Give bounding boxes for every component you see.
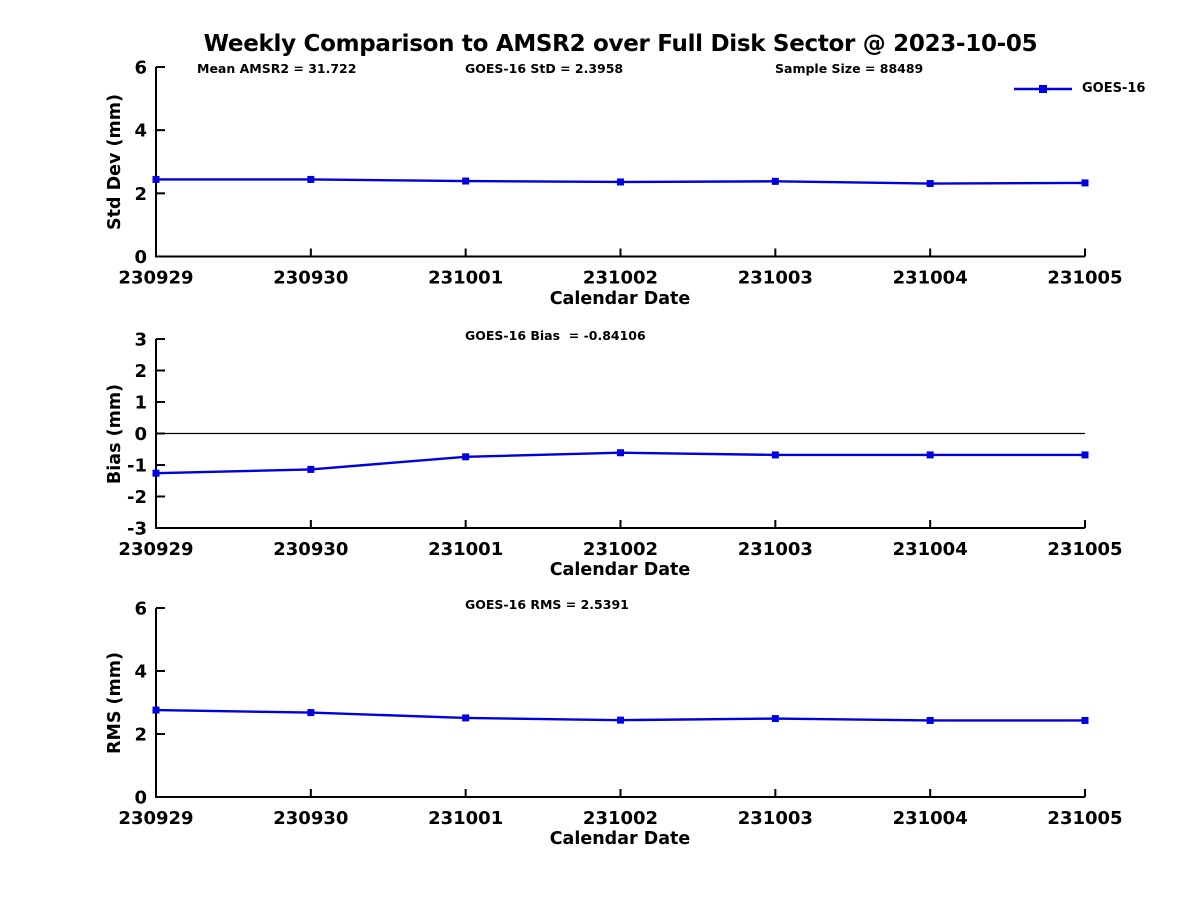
y-tick-label: 2	[134, 725, 147, 746]
y-tick-label: 0	[134, 247, 147, 268]
x-tick-label: 231003	[738, 268, 813, 289]
y-tick-label: 3	[134, 330, 147, 351]
axes-spines	[155, 67, 1085, 258]
y-tick-label: 0	[134, 424, 147, 445]
y-tick-label: 4	[134, 662, 147, 683]
y-tick-label: 4	[134, 121, 147, 142]
y-axis-label-rms: RMS (mm)	[105, 651, 125, 755]
y-axis-label-stddev: Std Dev (mm)	[105, 94, 125, 230]
y-tick-label: -1	[127, 456, 147, 477]
data-point-marker	[462, 453, 470, 461]
y-tick-label: -2	[127, 487, 147, 508]
x-tick-label: 231002	[583, 539, 658, 560]
x-tick-label: 231002	[583, 808, 658, 829]
data-point-marker	[307, 175, 315, 183]
x-tick-label: 230930	[273, 539, 348, 560]
x-tick-label: 231003	[738, 539, 813, 560]
data-point-marker	[1081, 179, 1089, 187]
x-tick-label: 231003	[738, 808, 813, 829]
data-point-marker	[152, 175, 160, 183]
data-point-marker	[307, 709, 315, 717]
legend-label: GOES-16	[1082, 81, 1146, 96]
x-axis-label-3: Calendar Date	[549, 829, 691, 849]
legend: GOES-16	[1013, 81, 1145, 96]
annotation-sample-size: Sample Size = 88489	[775, 61, 924, 76]
x-tick-label: 230930	[273, 268, 348, 289]
legend-line-sample	[1014, 84, 1072, 93]
data-point-marker	[152, 469, 160, 477]
x-axis-label-2: Calendar Date	[549, 560, 691, 580]
data-point-marker	[462, 714, 470, 722]
y-tick-label: 6	[134, 58, 147, 79]
x-tick-label: 231005	[1047, 808, 1122, 829]
x-tick-label: 230929	[118, 808, 193, 829]
x-tick-label: 231002	[583, 268, 658, 289]
data-point-marker	[1081, 451, 1089, 459]
x-tick-label: 230929	[118, 539, 193, 560]
data-point-marker	[1081, 716, 1089, 724]
data-point-marker	[771, 177, 779, 185]
data-point-marker	[926, 716, 934, 724]
annotation-goes16-std: GOES-16 StD = 2.3958	[465, 61, 624, 76]
y-tick-label: -3	[127, 519, 147, 540]
y-tick-label: 0	[134, 788, 147, 809]
chart-title: Weekly Comparison to AMSR2 over Full Dis…	[203, 31, 1038, 57]
data-point-marker	[152, 706, 160, 714]
data-point-marker	[617, 178, 624, 186]
data-point-marker	[462, 177, 470, 185]
data-point-marker	[617, 449, 624, 457]
x-axis-label-1: Calendar Date	[549, 289, 691, 309]
data-point-marker	[771, 715, 779, 723]
legend-marker	[1039, 84, 1047, 93]
x-tick-label: 231001	[428, 808, 503, 829]
x-tick-label: 231005	[1047, 268, 1122, 289]
x-tick-label: 230929	[118, 268, 193, 289]
data-point-marker	[307, 465, 315, 473]
x-tick-label: 231004	[893, 539, 968, 560]
y-tick-label: 1	[134, 393, 147, 414]
axes-spines	[155, 608, 1085, 798]
x-tick-label: 231005	[1047, 539, 1122, 560]
x-tick-label: 231001	[428, 539, 503, 560]
data-point-marker	[617, 716, 624, 724]
y-tick-label: 2	[134, 184, 147, 205]
x-tick-label: 231001	[428, 268, 503, 289]
annotation-goes16-bias: GOES-16 Bias = -0.84106	[465, 328, 646, 343]
data-point-marker	[926, 180, 934, 188]
data-point-marker	[771, 451, 779, 459]
x-tick-label: 231004	[893, 268, 968, 289]
x-tick-label: 230930	[273, 808, 348, 829]
y-axis-label-bias: Bias (mm)	[105, 383, 125, 485]
y-tick-label: 6	[134, 599, 147, 620]
data-point-marker	[926, 451, 934, 459]
annotation-mean-amsr2: Mean AMSR2 = 31.722	[197, 61, 357, 76]
y-tick-label: 2	[134, 361, 147, 382]
annotation-goes16-rms: GOES-16 RMS = 2.5391	[465, 597, 629, 612]
x-tick-label: 231004	[893, 808, 968, 829]
